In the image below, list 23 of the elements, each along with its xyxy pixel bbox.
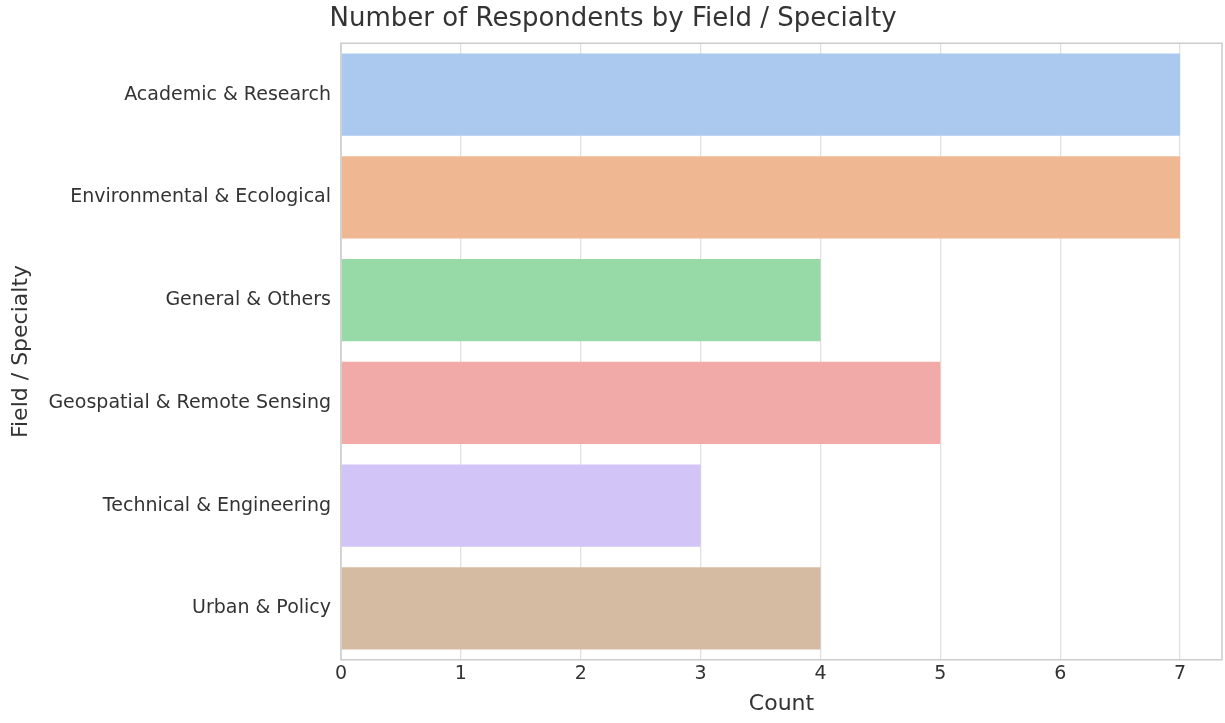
y-tick-label: Technical & Engineering [101,492,332,515]
y-tick-label: Academic & Research [124,81,332,104]
x-tick-label: 0 [334,661,348,684]
y-tick-label: General & Others [165,287,332,310]
bar [341,464,701,547]
y-tick-label: Environmental & Ecological [70,184,332,207]
bar [341,567,821,650]
x-tick-label: 5 [934,661,947,684]
x-tick-label: 2 [574,661,587,684]
x-tick-label: 6 [1054,661,1067,684]
y-axis-title: Field / Specialty [6,264,32,439]
x-tick-label: 4 [814,661,827,684]
chart-title: Number of Respondents by Field / Specialty [329,2,897,33]
y-tick-label: Geospatial & Remote Sensing [48,389,332,412]
y-tick-label: Urban & Policy [191,595,332,618]
bar [341,259,821,342]
x-tick-label: 1 [454,661,467,684]
bar [341,361,941,444]
x-tick-label: 3 [694,661,707,684]
x-axis-title: Count [748,689,815,715]
x-tick-label: 7 [1174,661,1187,684]
bar [341,156,1181,239]
bar [341,53,1181,136]
